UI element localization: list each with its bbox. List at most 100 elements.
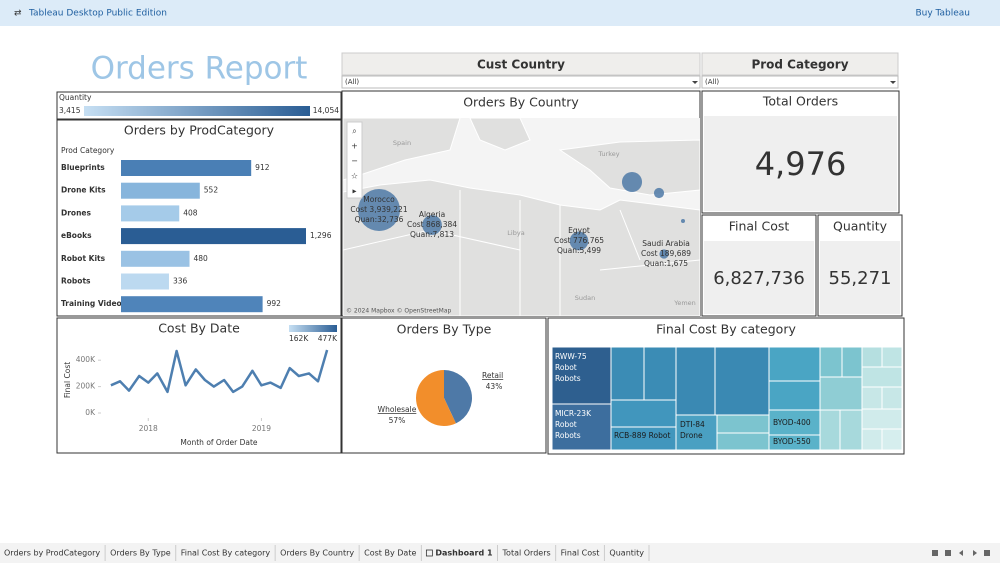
legend-min: 162K: [289, 334, 309, 343]
bubble-label: Cost 776,765: [554, 236, 604, 245]
treemap-tile[interactable]: [861, 408, 903, 430]
tab[interactable]: Orders by ProdCategory: [4, 549, 100, 558]
x-tick-label: 2018: [139, 424, 158, 433]
filter-dropdown[interactable]: [341, 75, 701, 89]
filter-label: Prod Category: [751, 58, 848, 72]
legend-gradient: [84, 106, 310, 116]
legend-min: 3,415: [59, 106, 81, 115]
tab[interactable]: Cost By Date: [364, 549, 416, 558]
treemap-tile[interactable]: [861, 366, 903, 388]
treemap-tile[interactable]: [768, 380, 821, 411]
map-tool[interactable]: ▸: [352, 187, 356, 196]
treemap-tile[interactable]: [768, 346, 821, 382]
category-label: Robot Kits: [61, 254, 106, 263]
treemap-tile[interactable]: [675, 414, 718, 451]
slice-value: 43%: [486, 382, 503, 391]
treemap-tile[interactable]: [714, 346, 770, 416]
map-tool[interactable]: +: [351, 142, 358, 151]
bar: [121, 228, 306, 245]
filter-value: (All): [345, 78, 359, 86]
chart-title: Cost By Date: [158, 321, 240, 336]
bubble[interactable]: [659, 249, 669, 259]
bubble-label: Saudi Arabia: [642, 239, 690, 248]
tab-controls: [932, 550, 990, 556]
pie-slice[interactable]: [416, 370, 456, 426]
control[interactable]: [945, 550, 951, 556]
treemap-tile[interactable]: [819, 409, 841, 451]
kpi-body: [820, 241, 900, 314]
tile-label: Robots: [555, 431, 581, 440]
dropdown-arrow: [692, 81, 698, 84]
chart-title: Orders by ProdCategory: [124, 123, 275, 138]
pie-slice[interactable]: [444, 370, 473, 424]
bubble-label: Cost 868,384: [407, 220, 457, 229]
map-tool[interactable]: ☆: [351, 172, 358, 181]
control[interactable]: [932, 550, 938, 556]
bubble-label: Cost 3,939,221: [350, 205, 407, 214]
treemap-tile[interactable]: [881, 428, 903, 451]
treemap-tile[interactable]: [881, 346, 903, 368]
treemap-tile[interactable]: [881, 386, 903, 410]
bubble-label: Quan:32,736: [355, 215, 404, 224]
bubble-label: Algeria: [419, 210, 445, 219]
tab[interactable]: Total Orders: [502, 549, 551, 558]
treemap-tile[interactable]: [839, 409, 863, 451]
tile-label: MICR-23K: [555, 409, 592, 418]
tab[interactable]: Dashboard 1: [435, 549, 493, 558]
treemap-tile[interactable]: [861, 386, 883, 410]
control[interactable]: [959, 550, 963, 556]
bubble: [653, 187, 665, 199]
bubble: [621, 171, 643, 193]
kpi-body: [704, 116, 897, 211]
bubble: [680, 218, 686, 224]
treemap-tile[interactable]: [551, 403, 612, 451]
x-axis-label: Month of Order Date: [180, 438, 258, 447]
bubble[interactable]: [569, 231, 589, 251]
treemap-tile[interactable]: [861, 346, 883, 368]
tab[interactable]: Orders By Type: [110, 549, 171, 558]
treemap-tile[interactable]: [551, 346, 612, 405]
treemap-tile[interactable]: [819, 376, 863, 411]
value-label: 336: [173, 277, 188, 286]
bubble[interactable]: [358, 189, 400, 231]
control[interactable]: [973, 550, 977, 556]
treemap-tile[interactable]: [716, 414, 770, 434]
panel: [56, 119, 342, 317]
control[interactable]: [984, 550, 990, 556]
treemap-tile[interactable]: [610, 399, 677, 428]
map-tool[interactable]: −: [351, 157, 358, 166]
treemap-tile[interactable]: [819, 346, 843, 378]
filter-value: (All): [705, 78, 719, 86]
treemap-tile[interactable]: [861, 428, 883, 451]
value-label: 480: [194, 254, 209, 263]
tile-label: RCB-889 Robot: [614, 431, 670, 440]
land: [469, 118, 531, 151]
map-toolbar: [346, 121, 363, 199]
treemap-tile[interactable]: [610, 346, 645, 401]
tab[interactable]: Final Cost By category: [181, 549, 271, 558]
tab[interactable]: Quantity: [609, 549, 644, 558]
tab[interactable]: Final Cost: [561, 549, 600, 558]
bubble[interactable]: [422, 215, 442, 235]
land: [343, 118, 461, 181]
place-label: Libya: [507, 229, 524, 237]
chart-title: Orders By Country: [463, 95, 579, 110]
buy-link[interactable]: Buy Tableau: [915, 9, 970, 19]
land: [343, 179, 700, 316]
kpi-title: Final Cost: [729, 219, 790, 234]
tile-label: Robots: [555, 374, 581, 383]
treemap-tile[interactable]: [841, 346, 863, 378]
tile-label: Robot: [555, 420, 577, 429]
kpi-value: 55,271: [829, 268, 892, 289]
slice-value: 57%: [389, 416, 406, 425]
kpi-value: 4,976: [755, 145, 847, 183]
treemap-tile[interactable]: [716, 432, 770, 451]
filter-dropdown[interactable]: [701, 75, 899, 89]
tab[interactable]: Orders By Country: [280, 549, 354, 558]
map-tool[interactable]: ⌕: [352, 127, 356, 136]
map-attribution: © 2024 Mapbox © OpenStreetMap: [346, 308, 452, 315]
bubble-label: Morocco: [363, 195, 395, 204]
treemap-tile[interactable]: [643, 346, 677, 401]
treemap-tile[interactable]: [675, 346, 716, 416]
